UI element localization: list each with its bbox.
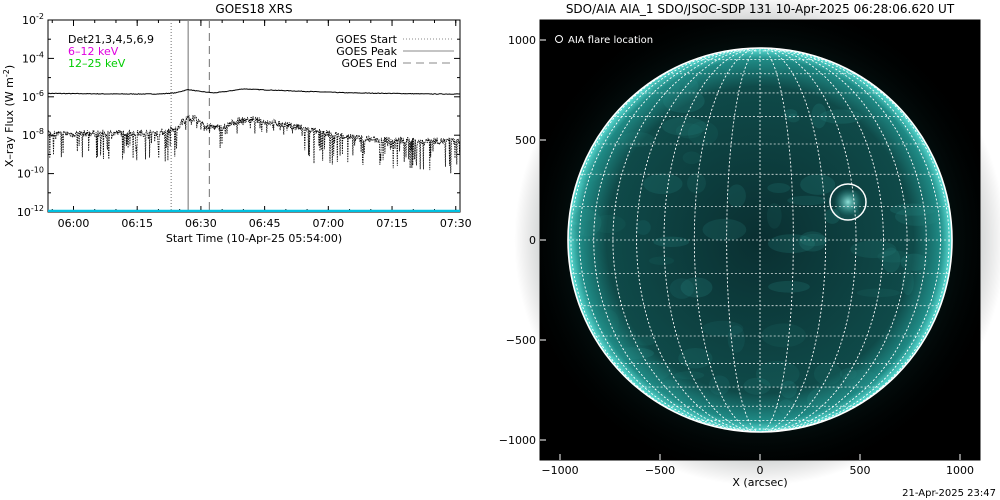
- x-tick-label: 07:00: [312, 217, 344, 230]
- x-tick-label: −1000: [541, 464, 578, 477]
- aia-y-axis: 1000 500 0 −500 −1000: [499, 34, 546, 447]
- longitude-line: [612, 47, 908, 433]
- y-tick-label: −1000: [499, 434, 536, 447]
- legend-label-goes-end: GOES End: [341, 57, 397, 70]
- goes-y-axis-label-sup: -2: [2, 69, 11, 77]
- flare-location-circle: [829, 183, 867, 221]
- y-tick-label: 10-12: [17, 204, 44, 219]
- goes-series-group: [48, 88, 460, 212]
- longitude-line: [636, 47, 884, 433]
- aia-x-axis-label: X (arcsec): [732, 476, 787, 489]
- x-tick-label: 06:30: [185, 217, 217, 230]
- y-tick-label: 0: [529, 234, 536, 247]
- x-tick-label: 06:00: [58, 217, 90, 230]
- goes-xrs-chart: GOES18 XRS 10-2 10-4 10-6 10-8 10-10 10-12 06…: [2, 2, 472, 245]
- series-line-high-channel: [48, 88, 460, 95]
- x-tick-label: 07:15: [376, 217, 408, 230]
- y-tick-label: 500: [515, 134, 536, 147]
- legend-label-goes-peak: GOES Peak: [336, 45, 397, 58]
- y-tick-label: −500: [506, 334, 536, 347]
- y-tick-label: 10-8: [22, 127, 44, 142]
- goes-x-axis-label: Start Time (10-Apr-25 05:54:00): [166, 232, 342, 245]
- goes-legend: GOES Start GOES Peak GOES End: [336, 33, 454, 70]
- solar-limb: [567, 47, 953, 433]
- aia-image-chart: SDO/AIA AIA_1 SDO/JSOC-SDP 131 10-Apr-20…: [499, 0, 1000, 489]
- y-tick-label: 10-10: [17, 166, 44, 181]
- y-tick-label: 10-6: [22, 89, 44, 104]
- aia-solar-image: [514, 0, 1000, 486]
- aia-legend: AIA flare location: [555, 35, 653, 46]
- x-tick-label: 500: [850, 464, 871, 477]
- goes-channel-label-1: 6–12 keV: [68, 45, 119, 58]
- goes-x-axis: 06:00 06:15 06:30 06:45 07:00 07:15 07:30: [51, 20, 472, 230]
- legend-marker-flare-location: [555, 35, 563, 43]
- footer-timestamp: 21-Apr-2025 23:47: [902, 488, 996, 499]
- goes-channel-label-2: 12–25 keV: [68, 57, 126, 70]
- longitude-line: [693, 47, 827, 433]
- series-line-low-channel: [48, 114, 460, 174]
- goes-y-axis-label-end: ): [3, 65, 16, 69]
- goes-y-axis-label: X–ray Flux (W m-2): [2, 65, 16, 167]
- goes-detector-label: Det21,3,4,5,6,9: [68, 33, 154, 46]
- legend-label-flare-location: AIA flare location: [568, 35, 653, 46]
- flare-bright-region: [834, 188, 862, 216]
- longitude-line: [726, 47, 794, 433]
- goes-chart-title: GOES18 XRS: [215, 2, 292, 16]
- x-tick-label: 07:30: [440, 217, 472, 230]
- x-tick-label: 0: [757, 464, 764, 477]
- legend-label-goes-start: GOES Start: [336, 33, 398, 46]
- y-tick-label: 1000: [508, 34, 536, 47]
- x-tick-label: 06:15: [121, 217, 153, 230]
- x-tick-label: 06:45: [249, 217, 281, 230]
- y-tick-label: 10-4: [22, 50, 44, 65]
- x-tick-label: −500: [645, 464, 675, 477]
- aia-x-axis: −1000 −500 0 500 1000: [541, 454, 974, 477]
- goes-y-axis-label-main: X–ray Flux (W m: [3, 77, 16, 167]
- x-tick-label: 1000: [946, 464, 974, 477]
- goes-event-markers: [170, 20, 211, 212]
- y-tick-label: 10-2: [22, 12, 44, 27]
- goes-y-axis: 10-2 10-4 10-6 10-8 10-10 10-12: [17, 12, 460, 219]
